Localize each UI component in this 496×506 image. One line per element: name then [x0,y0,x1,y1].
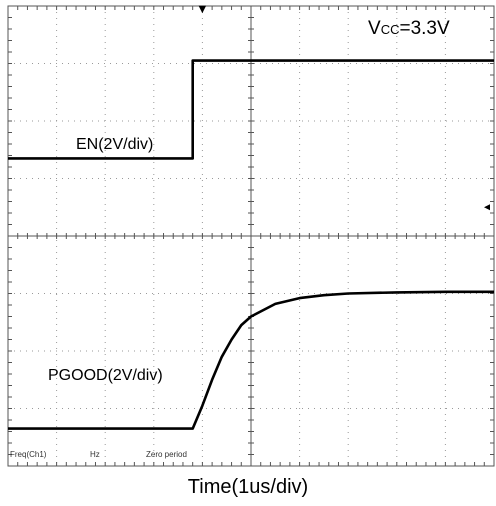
markers: ▼ [199,4,490,211]
grid [7,5,495,467]
en-trace-line [8,59,494,160]
status-unit-label: Hz [90,450,100,459]
traces [8,59,494,430]
vcc-condition-label: VCC=3.3V [368,18,450,39]
plot-border [7,5,495,467]
status-freq-label: Freq(Ch1) [10,450,47,459]
status-period-label: Zero period [146,450,187,459]
trigger-marker-icon: ▼ [199,4,207,15]
channel-pointer-icon [484,204,490,211]
pgood-trace-label: PGOOD(2V/div) [48,367,163,384]
en-trace-label: EN(2V/div) [76,136,154,153]
x-axis-label: Time(1us/div) [187,476,309,498]
pgood-trace-line [8,290,494,430]
plot-canvas: ▼ [7,4,495,467]
oscilloscope-plot: ▼ [7,4,495,467]
